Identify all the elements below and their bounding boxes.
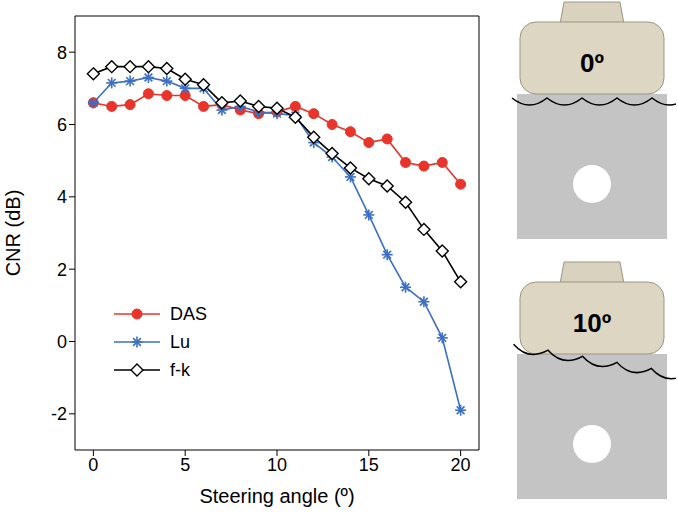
svg-text:0: 0 xyxy=(57,332,67,352)
svg-text:6: 6 xyxy=(57,115,67,135)
svg-text:CNR (dB): CNR (dB) xyxy=(2,190,24,277)
svg-text:10: 10 xyxy=(267,455,287,475)
svg-text:2: 2 xyxy=(57,260,67,280)
svg-text:4: 4 xyxy=(57,187,67,207)
svg-text:0º: 0º xyxy=(580,48,604,78)
svg-text:15: 15 xyxy=(359,455,379,475)
svg-text:0: 0 xyxy=(88,455,98,475)
svg-text:20: 20 xyxy=(451,455,471,475)
html-text:Lu: Lu xyxy=(170,331,190,352)
svg-text:10º: 10º xyxy=(573,308,612,338)
html-text:f-k: f-k xyxy=(170,359,190,380)
html-text:DAS: DAS xyxy=(170,303,207,324)
svg-text:5: 5 xyxy=(180,455,190,475)
svg-text:Steering angle (º): Steering angle (º) xyxy=(199,485,354,507)
svg-text:8: 8 xyxy=(57,43,67,63)
svg-text:-2: -2 xyxy=(51,404,67,424)
